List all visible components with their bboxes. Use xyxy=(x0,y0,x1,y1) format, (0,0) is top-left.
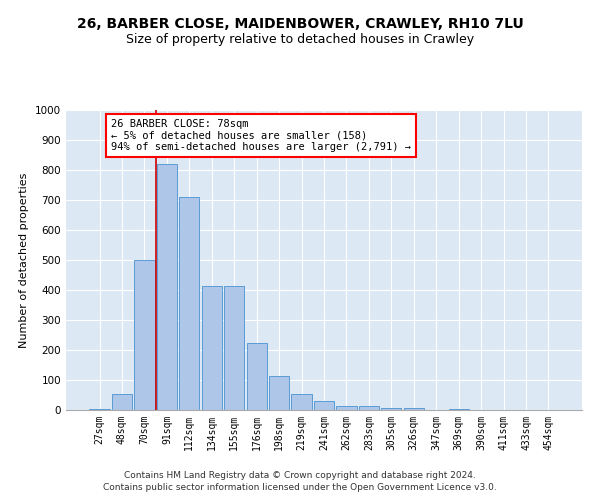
Bar xyxy=(337,406,356,410)
Bar xyxy=(381,408,401,410)
Bar xyxy=(179,197,199,410)
Bar xyxy=(89,408,110,410)
Bar xyxy=(134,260,155,410)
Y-axis label: Number of detached properties: Number of detached properties xyxy=(19,172,29,348)
Bar xyxy=(112,394,132,410)
Text: 26 BARBER CLOSE: 78sqm
← 5% of detached houses are smaller (158)
94% of semi-det: 26 BARBER CLOSE: 78sqm ← 5% of detached … xyxy=(111,119,411,152)
Text: Contains HM Land Registry data © Crown copyright and database right 2024.: Contains HM Land Registry data © Crown c… xyxy=(124,471,476,480)
Bar xyxy=(157,164,177,410)
Text: 26, BARBER CLOSE, MAIDENBOWER, CRAWLEY, RH10 7LU: 26, BARBER CLOSE, MAIDENBOWER, CRAWLEY, … xyxy=(77,18,523,32)
Text: Size of property relative to detached houses in Crawley: Size of property relative to detached ho… xyxy=(126,32,474,46)
Bar xyxy=(449,408,469,410)
Bar xyxy=(269,376,289,410)
Bar xyxy=(224,286,244,410)
Bar xyxy=(247,342,267,410)
Bar xyxy=(359,406,379,410)
Text: Contains public sector information licensed under the Open Government Licence v3: Contains public sector information licen… xyxy=(103,484,497,492)
Bar xyxy=(314,401,334,410)
Bar xyxy=(404,408,424,410)
Bar xyxy=(202,286,222,410)
Bar xyxy=(292,394,311,410)
